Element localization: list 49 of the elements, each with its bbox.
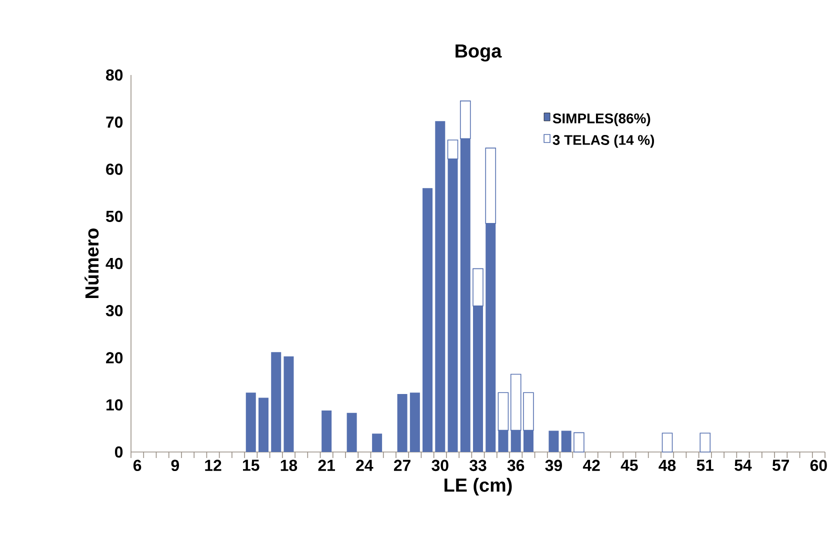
bar — [271, 352, 282, 452]
x-tick-label: 18 — [280, 460, 298, 472]
x-tick-label: 27 — [394, 460, 410, 471]
bar — [397, 394, 408, 452]
x-tick-label: 12 — [205, 460, 222, 471]
bar — [561, 430, 572, 452]
x-tick-label: 33 — [469, 460, 486, 472]
legend-label: SIMPLES(86%) — [552, 113, 650, 126]
bar — [410, 392, 420, 452]
y-tick-label: 40 — [106, 258, 123, 270]
bar — [322, 410, 332, 452]
x-tick-label: 9 — [171, 460, 179, 472]
y-tick-label: 80 — [106, 69, 123, 81]
bar — [435, 121, 446, 452]
bar — [372, 434, 382, 452]
bar — [258, 398, 268, 452]
x-tick-label: 6 — [133, 460, 142, 472]
y-tick-label: 50 — [106, 210, 123, 222]
bar — [246, 392, 256, 452]
bar — [662, 432, 673, 452]
x-tick-label: 54 — [734, 460, 752, 471]
bar — [700, 432, 711, 452]
bar — [346, 412, 357, 452]
x-tick-label: 48 — [658, 460, 676, 472]
x-tick-label: 45 — [620, 460, 638, 471]
x-tick-label: 57 — [772, 460, 789, 471]
bar — [422, 188, 433, 452]
x-tick-label: 39 — [545, 460, 562, 472]
x-tick-label: 15 — [243, 460, 260, 471]
y-tick-label: 10 — [106, 399, 123, 411]
x-tick-label: 21 — [318, 460, 336, 471]
x-tick-label: 30 — [432, 460, 448, 472]
x-tick-label: 24 — [356, 460, 374, 471]
y-tick-label: 60 — [106, 164, 123, 175]
y-tick-label: 20 — [106, 352, 123, 364]
x-tick-label: 36 — [507, 460, 524, 472]
chart-title: Boga — [456, 44, 502, 62]
bar — [284, 356, 294, 452]
x-tick-label: 60 — [810, 460, 827, 472]
y-tick-label: 30 — [106, 304, 123, 316]
bar — [548, 430, 559, 452]
x-axis-title: LE (cm) — [444, 478, 512, 496]
x-tick-label: 42 — [582, 460, 600, 471]
bar — [574, 432, 584, 452]
y-axis-title: Número — [84, 228, 99, 298]
x-tick-label: 51 — [696, 460, 714, 471]
y-tick-label: 70 — [106, 116, 123, 128]
y-tick-label: 0 — [114, 446, 123, 458]
legend-label: 3 TELAS (14 %) — [552, 134, 654, 148]
